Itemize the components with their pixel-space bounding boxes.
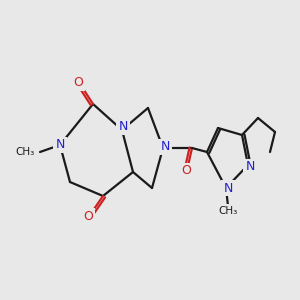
Text: N: N [223,182,233,194]
Text: N: N [55,139,65,152]
Text: O: O [73,76,83,89]
Text: CH₃: CH₃ [218,206,238,216]
Text: O: O [181,164,191,178]
Text: O: O [83,209,93,223]
Text: N: N [160,140,170,154]
Text: N: N [118,121,128,134]
Text: N: N [245,160,255,173]
Text: CH₃: CH₃ [16,147,35,157]
